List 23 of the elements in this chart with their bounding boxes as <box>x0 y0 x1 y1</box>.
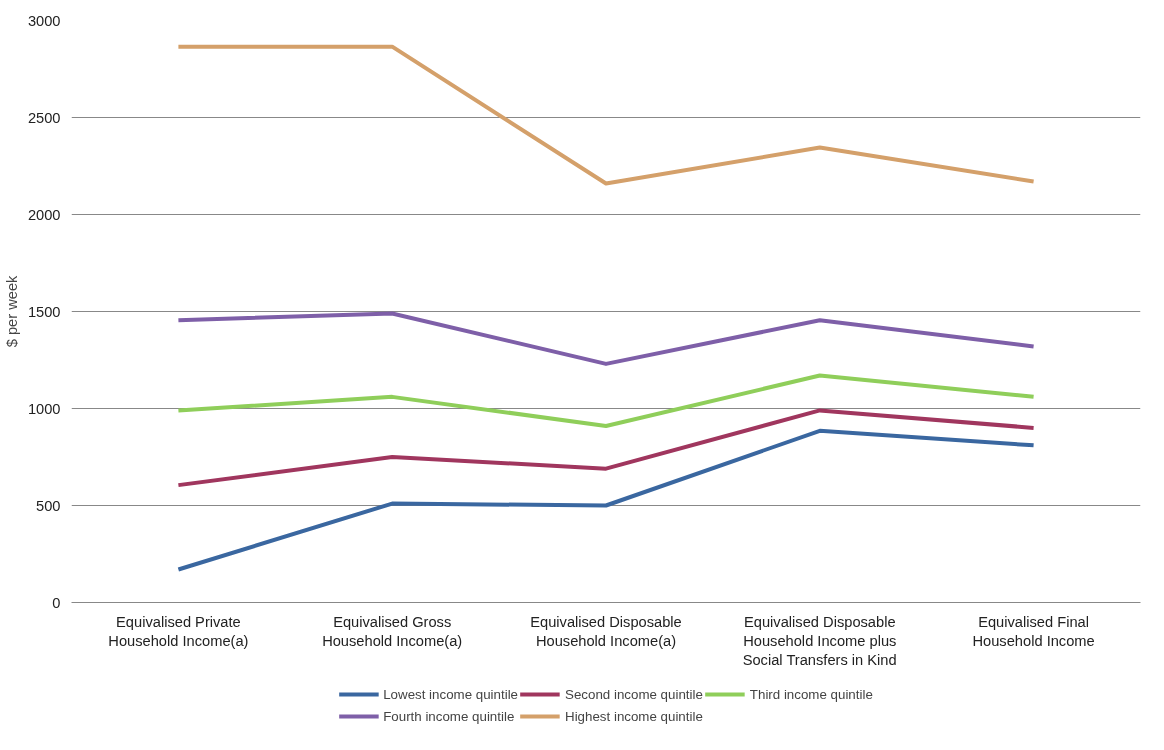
y-tick-label: 500 <box>36 497 61 514</box>
legend-label: Lowest income quintile <box>383 686 519 702</box>
legend-label: Second income quintile <box>565 686 703 702</box>
y-axis-title: $ per week <box>3 274 20 348</box>
x-tick-label: Equivalised Final Household Income <box>972 613 1095 649</box>
y-tick-label: 2500 <box>27 109 61 126</box>
legend-label: Highest income quintile <box>565 708 703 724</box>
y-tick-label: 2000 <box>27 206 61 223</box>
x-tick-label: Equivalised Disposable Household Income(a) <box>530 613 682 649</box>
x-tick-label: Equivalised Private Household Income(a) <box>108 613 249 649</box>
y-tick-label: 3000 <box>27 12 61 29</box>
line-series <box>176 408 1036 488</box>
y-tick-label: 0 <box>52 594 61 611</box>
legend-label: Third income quintile <box>749 686 873 702</box>
line-series <box>176 44 1036 186</box>
y-tick-label: 1500 <box>27 303 61 320</box>
x-tick-label: Equivalised Disposable Household Income plus Social Transfers in Kind <box>742 613 897 668</box>
legend-label: Fourth income quintile <box>383 708 515 724</box>
y-tick-label: 1000 <box>27 400 61 417</box>
line-series <box>176 428 1036 572</box>
line-series <box>176 311 1036 366</box>
line-series <box>176 373 1036 428</box>
x-tick-label: Equivalised Gross Household Income(a) <box>322 613 463 649</box>
